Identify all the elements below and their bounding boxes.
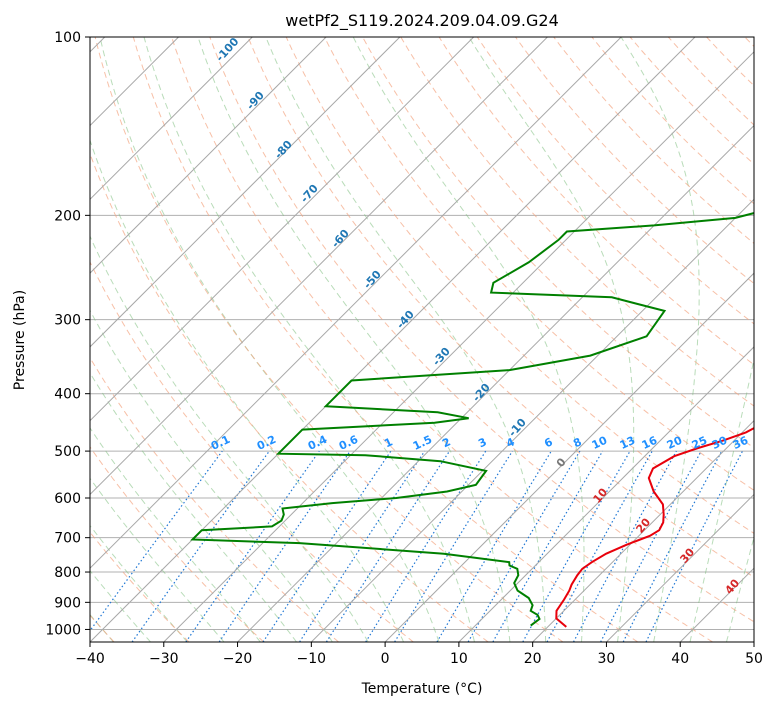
y-tick-label: 700 xyxy=(54,531,81,547)
y-axis-title: Pressure (hPa) xyxy=(12,290,28,390)
isotherm-line xyxy=(90,37,327,274)
dry-adiabat-line xyxy=(90,446,265,642)
x-tick-label: −10 xyxy=(297,651,327,667)
x-tick-label: 30 xyxy=(598,651,616,667)
moist-adiabat-line xyxy=(620,37,700,642)
mixing-ratio-line xyxy=(90,450,223,632)
mixing-ratio-label: 36 xyxy=(731,434,751,452)
y-tick-label: 200 xyxy=(54,208,81,224)
mixing-ratio-line xyxy=(522,450,631,642)
mixing-ratio-label: 16 xyxy=(640,434,660,452)
mixing-ratio-label: 30 xyxy=(710,434,730,452)
dry-adiabat-line xyxy=(285,37,754,534)
dry-adiabat-line xyxy=(247,37,754,578)
moist-adiabat-line xyxy=(90,309,333,642)
mixing-ratio-line xyxy=(572,450,677,642)
dry-adiabat-line xyxy=(90,260,414,642)
moist-adiabat-line xyxy=(90,138,405,642)
mixing-ratio-line xyxy=(185,450,320,642)
x-tick-label: −20 xyxy=(223,651,253,667)
dry-adiabat-line xyxy=(132,37,639,642)
mixing-ratio-label: 13 xyxy=(618,434,637,452)
y-tick-label: 100 xyxy=(54,30,81,46)
dry-adiabat-line xyxy=(94,37,564,642)
dewpoint-line xyxy=(190,212,754,627)
isotherm-line xyxy=(384,272,754,642)
plot-area: -100-90-80-70-60-50-40-30-20-10010203040… xyxy=(90,37,754,642)
x-tick-label: 10 xyxy=(450,651,468,667)
mixing-ratio-line xyxy=(131,450,270,642)
x-axis-title: Temperature (°C) xyxy=(361,681,483,697)
plot-frame xyxy=(89,36,755,643)
dry-adiabat-line xyxy=(476,37,754,325)
y-tick-label: 300 xyxy=(54,313,81,329)
isotherm-line xyxy=(90,37,475,422)
mixing-ratio-line xyxy=(262,450,392,642)
x-axis: −40 −30 −20 −10 0 10 20 30 40 50 xyxy=(75,642,763,667)
mixing-ratio-label: 10 xyxy=(590,434,610,452)
moist-adiabat-line xyxy=(90,235,369,642)
moist-adiabat-line xyxy=(90,524,188,642)
mixing-ratio-line xyxy=(218,450,351,642)
x-tick-label: −30 xyxy=(149,651,179,667)
y-tick-label: 800 xyxy=(54,565,81,581)
dry-adiabat-line xyxy=(209,37,754,623)
mixing-ratio-label: 20 xyxy=(665,434,685,452)
temperature-line xyxy=(555,426,754,628)
y-tick-label: 600 xyxy=(54,491,81,507)
moist-adiabat-line xyxy=(99,37,440,642)
isotherm-line xyxy=(90,37,696,642)
y-axis: 100 200 300 400 500 600 700 800 900 1000 xyxy=(45,30,90,638)
dry-adiabats xyxy=(90,37,754,642)
y-tick-label: 400 xyxy=(54,387,81,403)
skewed-isotherms xyxy=(90,37,754,642)
moist-adiabat-line xyxy=(352,37,585,642)
pressure-gridlines xyxy=(90,37,754,630)
moist-adiabat-line xyxy=(265,37,547,642)
mixing-ratio-lines xyxy=(90,450,744,642)
dry-adiabat-line xyxy=(323,37,754,491)
moist-adiabat-line xyxy=(90,477,225,642)
mixing-ratio-line xyxy=(394,450,513,642)
moist-adiabat-line xyxy=(90,569,151,642)
isotherm-line xyxy=(90,37,548,496)
isotherm-line xyxy=(90,37,401,348)
mixing-ratio-line xyxy=(645,450,744,642)
moist-adiabat-line xyxy=(726,535,754,642)
mixing-ratio-line xyxy=(325,450,450,642)
x-tick-label: −40 xyxy=(75,651,105,667)
x-tick-label: 40 xyxy=(671,651,689,667)
x-tick-label: 20 xyxy=(524,651,542,667)
dry-adiabat-line xyxy=(90,356,339,642)
isotherm-line xyxy=(310,198,754,642)
y-tick-label: 500 xyxy=(54,444,81,460)
moist-adiabat-line xyxy=(90,371,297,642)
isotherm-line xyxy=(606,493,754,642)
moist-adiabat-line xyxy=(689,356,754,642)
isotherm-line xyxy=(90,37,253,201)
isotherm-line xyxy=(458,346,754,642)
dry-adiabat-line xyxy=(515,37,754,285)
sounding-series xyxy=(190,212,754,628)
chart-title: wetPf2_S119.2024.209.04.09.G24 xyxy=(285,11,559,31)
y-tick-label: 1000 xyxy=(45,622,81,638)
dry-adiabat-line xyxy=(438,37,754,366)
x-tick-label: 0 xyxy=(381,651,390,667)
y-tick-label: 900 xyxy=(54,595,81,611)
moist-adiabat-line xyxy=(90,427,261,642)
mixing-ratio-line xyxy=(299,450,426,642)
isotherm-line xyxy=(90,37,622,569)
moist-adiabat-line xyxy=(143,37,475,642)
x-tick-label: 50 xyxy=(745,651,763,667)
isotherm-line xyxy=(237,124,754,642)
mixing-ratio-label: 25 xyxy=(690,434,709,452)
dry-adiabat-line xyxy=(171,37,713,642)
